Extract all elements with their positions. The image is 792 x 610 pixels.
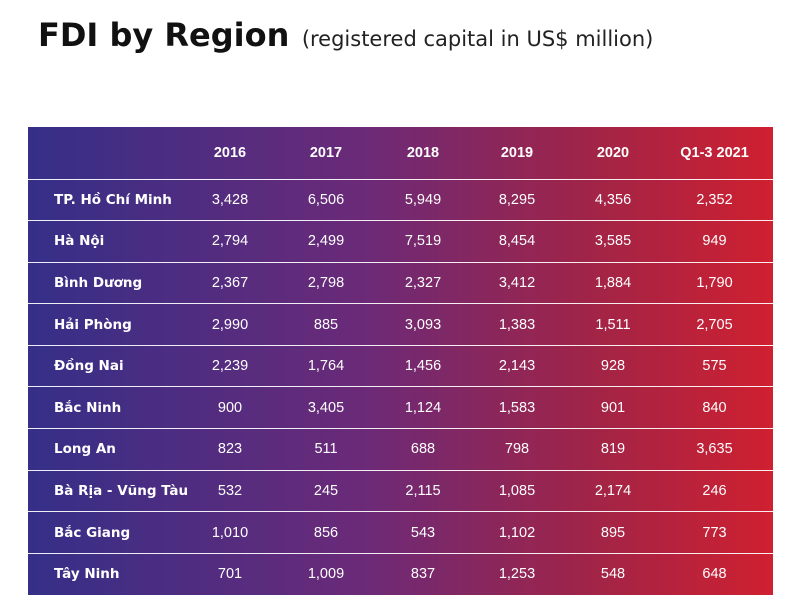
region-name-cell: Bắc Giang	[54, 524, 131, 541]
page-subtitle: (registered capital in US$ million)	[301, 27, 654, 51]
value-cell: 8,454	[498, 233, 536, 250]
value-cell: 532	[217, 482, 243, 499]
value-cell: 895	[600, 524, 626, 541]
value-cell: 885	[313, 316, 339, 333]
value-cell: 1,253	[498, 566, 536, 583]
value-cell: 2,352	[696, 191, 733, 208]
fdi-table-panel: 2016 2017 2018 2019 2020 Q1-3 2021 TP. Hồ Chí…	[28, 127, 773, 595]
region-name-cell: Hà Nội	[54, 233, 105, 250]
title-row: FDI by Region (registered capital in US$…	[38, 16, 653, 54]
value-cell: 819	[600, 441, 626, 458]
value-cell: 837	[410, 566, 436, 583]
value-cell: 246	[702, 482, 727, 499]
value-cell: 2,705	[696, 316, 733, 333]
value-cell: 773	[702, 524, 727, 541]
value-cell: 1,009	[307, 566, 345, 583]
value-cell: 3,428	[211, 191, 249, 208]
value-cell: 949	[702, 233, 727, 250]
value-cell: 5,949	[404, 191, 442, 208]
value-cell: 823	[217, 441, 243, 458]
value-cell: 1,884	[594, 274, 632, 291]
value-cell: 8,295	[498, 191, 536, 208]
table-row: Bắc Giang 1,010 856 543 1,102 895 773	[28, 511, 773, 554]
region-name-cell: Long An	[54, 441, 116, 458]
value-cell: 2,798	[307, 274, 345, 291]
table-row: Hải Phòng 2,990 885 3,093 1,383 1,511 2,705	[28, 303, 773, 346]
value-cell: 1,383	[498, 316, 536, 333]
page-title: FDI by Region	[38, 16, 290, 54]
column-header-2019: 2019	[500, 144, 534, 161]
value-cell: 1,010	[211, 524, 249, 541]
fdi-region-table: 2016 2017 2018 2019 2020 Q1-3 2021 TP. Hồ Chí…	[28, 127, 773, 595]
value-cell: 1,102	[498, 524, 536, 541]
value-cell: 701	[217, 566, 243, 583]
value-cell: 543	[410, 524, 436, 541]
table-header-row: 2016 2017 2018 2019 2020 Q1-3 2021	[28, 127, 773, 179]
table-row: Bắc Ninh 900 3,405 1,124 1,583 901 840	[28, 386, 773, 429]
value-cell: 901	[600, 399, 626, 416]
region-name-cell: Hải Phòng	[54, 316, 132, 333]
value-cell: 1,790	[696, 274, 733, 291]
value-cell: 2,143	[498, 358, 536, 375]
column-header-2016: 2016	[213, 144, 247, 161]
value-cell: 856	[313, 524, 339, 541]
table-row: Tây Ninh 701 1,009 837 1,253 548 648	[28, 553, 773, 595]
value-cell: 2,499	[307, 233, 345, 250]
value-cell: 840	[702, 399, 727, 416]
value-cell: 1,511	[595, 316, 631, 333]
table-row: Bà Rịa - Vũng Tàu 532 245 2,115 1,085 2,174 24…	[28, 470, 773, 512]
value-cell: 2,174	[594, 482, 632, 499]
value-cell: 928	[600, 358, 626, 375]
region-name-cell: Tây Ninh	[54, 566, 120, 583]
table-row: Long An 823 511 688 798 819 3,635	[28, 428, 773, 471]
value-cell: 575	[702, 358, 727, 375]
value-cell: 3,412	[498, 274, 536, 291]
column-header-2017: 2017	[309, 144, 343, 161]
value-cell: 3,093	[404, 316, 442, 333]
value-cell: 688	[410, 441, 436, 458]
value-cell: 2,794	[211, 233, 249, 250]
table-body: TP. Hồ Chí Minh 3,428 6,506 5,949 8,295 4,356…	[28, 179, 773, 595]
column-header-region	[28, 127, 190, 179]
value-cell: 7,519	[404, 233, 442, 250]
value-cell: 1,583	[498, 399, 536, 416]
value-cell: 511	[314, 441, 338, 458]
value-cell: 1,124	[404, 399, 442, 416]
column-header-q1-3-2021: Q1-3 2021	[680, 144, 749, 161]
value-cell: 1,764	[307, 358, 345, 375]
value-cell: 3,635	[696, 441, 733, 458]
value-cell: 2,990	[211, 316, 249, 333]
value-cell: 900	[217, 399, 243, 416]
region-name-cell: Bắc Ninh	[54, 399, 122, 416]
value-cell: 798	[504, 441, 530, 458]
region-name-cell: Bà Rịa - Vũng Tàu	[54, 482, 189, 499]
table-row: Đồng Nai 2,239 1,764 1,456 2,143 928 575	[28, 345, 773, 387]
value-cell: 1,085	[498, 482, 536, 499]
table-row: TP. Hồ Chí Minh 3,428 6,506 5,949 8,295 4,356…	[28, 179, 773, 221]
value-cell: 548	[600, 566, 626, 583]
column-header-2018: 2018	[406, 144, 440, 161]
region-name-cell: Đồng Nai	[54, 358, 124, 375]
value-cell: 6,506	[307, 191, 345, 208]
value-cell: 2,115	[405, 482, 441, 499]
value-cell: 245	[313, 482, 339, 499]
column-header-2020: 2020	[596, 144, 630, 161]
value-cell: 2,239	[211, 358, 249, 375]
value-cell: 1,456	[404, 358, 442, 375]
value-cell: 3,585	[594, 233, 632, 250]
value-cell: 648	[702, 566, 727, 583]
value-cell: 2,367	[211, 274, 249, 291]
value-cell: 2,327	[404, 274, 442, 291]
value-cell: 3,405	[307, 399, 345, 416]
value-cell: 4,356	[594, 191, 632, 208]
table-row: Bình Dương 2,367 2,798 2,327 3,412 1,884 1,790	[28, 262, 773, 304]
table-row: Hà Nội 2,794 2,499 7,519 8,454 3,585 949	[28, 220, 773, 263]
region-name-cell: Bình Dương	[54, 274, 143, 291]
region-name-cell: TP. Hồ Chí Minh	[54, 191, 172, 208]
